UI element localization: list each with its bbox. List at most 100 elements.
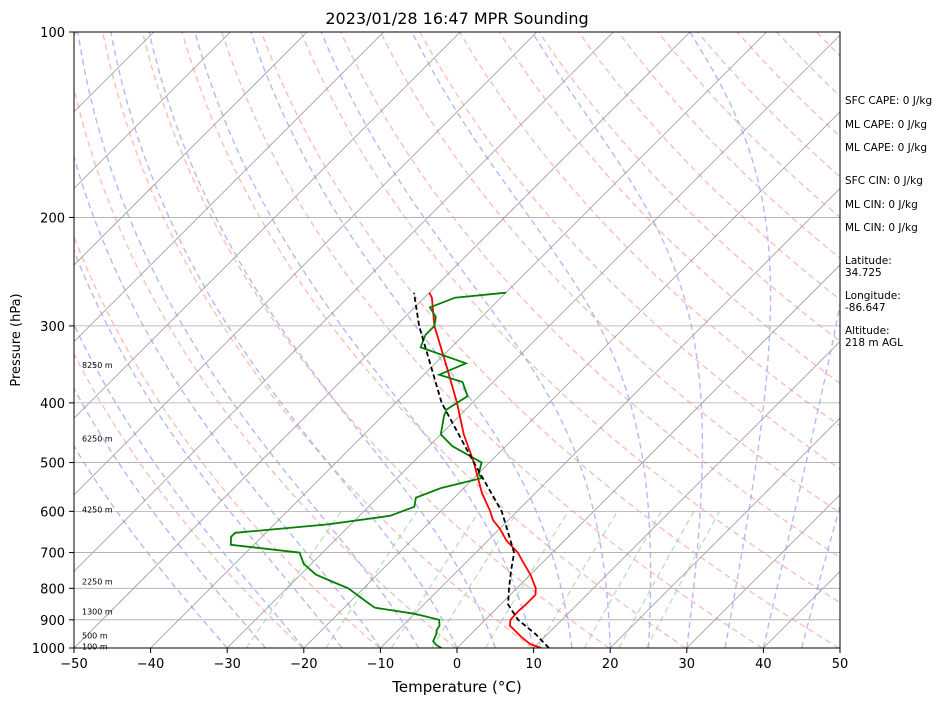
moist-adiabat <box>762 301 840 648</box>
x-axis-label: Temperature (°C) <box>391 678 521 696</box>
dry-adiabat <box>300 32 840 604</box>
x-tick-label: −10 <box>367 657 394 672</box>
isotherm-line <box>380 187 840 648</box>
mixing-ratio-line <box>645 510 721 648</box>
plot-frame <box>73 31 841 649</box>
altitude-label: 4250 m <box>82 506 113 515</box>
y-tick-label: 800 <box>40 582 65 597</box>
altitude-label: 100 m <box>82 643 108 652</box>
y-tick-label: 500 <box>40 457 65 472</box>
isotherm-line <box>74 32 538 496</box>
altitude-label: 1300 m <box>82 607 113 616</box>
temperature-profile-line <box>428 292 542 648</box>
info-line: SFC CAPE: 0 J/kg <box>845 95 932 107</box>
y-tick-label: 200 <box>40 211 65 226</box>
y-tick-label: 700 <box>40 547 65 562</box>
info-line: Longitude: <box>845 290 901 302</box>
info-line: ML CAPE: 0 J/kg <box>845 119 927 131</box>
moist-adiabat <box>74 444 228 648</box>
moist-adiabat <box>250 32 573 648</box>
info-line: ML CIN: 0 J/kg <box>845 222 918 234</box>
isotherm-line <box>74 32 461 419</box>
isotherm-line <box>456 264 840 648</box>
isotherm-line <box>74 32 384 343</box>
y-tick-label: 100 <box>40 26 65 41</box>
info-line: 34.725 <box>845 267 882 279</box>
data-series <box>229 291 550 648</box>
isotherm-line <box>303 111 840 648</box>
moist-adiabat <box>320 32 611 648</box>
altitude-label: 2250 m <box>82 578 113 587</box>
isotherm-line <box>609 417 840 648</box>
info-panel: SFC CAPE: 0 J/kg ML CAPE: 0 J/kg ML CAPE: … <box>845 95 932 349</box>
isotherm-line <box>686 494 840 648</box>
isotherm-line <box>226 34 840 648</box>
altitude-labels: 8250 m 6250 m 4250 m 2250 m 1300 m 500 m 100 m <box>82 361 113 652</box>
isotherm-line <box>150 32 767 648</box>
y-axis: 100 200 300 400 500 600 700 800 900 1000 <box>32 26 74 657</box>
dry-adiabat <box>221 32 763 648</box>
parcel-profile-line <box>413 292 550 648</box>
y-tick-label: 1000 <box>32 642 65 657</box>
dry-adiabat <box>74 85 457 648</box>
isotherm-line <box>533 341 840 648</box>
dry-adiabat <box>260 32 840 648</box>
x-tick-label: −20 <box>290 657 317 672</box>
x-tick-label: 50 <box>832 657 849 672</box>
x-tick-label: 0 <box>453 657 461 672</box>
dry-adiabat <box>141 32 610 648</box>
x-tick-label: 20 <box>602 657 619 672</box>
x-tick-label: 40 <box>755 657 772 672</box>
dry-adiabat <box>74 235 380 648</box>
moist-adiabat <box>801 504 840 648</box>
moist-adiabat <box>77 32 420 648</box>
x-tick-label: 30 <box>679 657 696 672</box>
x-tick-label: −40 <box>137 657 164 672</box>
mixing-ratio-line <box>583 510 663 648</box>
x-tick-label: 10 <box>525 657 542 672</box>
isotherm-line <box>74 32 231 189</box>
dewpoint-profile-line <box>229 291 506 648</box>
dry-adiabat <box>538 32 840 343</box>
isotherm-line <box>74 32 308 266</box>
moist-adiabat <box>74 154 381 648</box>
altitude-label: 6250 m <box>82 435 113 444</box>
isotherm-line <box>74 32 691 648</box>
altitude-label: 500 m <box>82 631 108 640</box>
moist-adiabat <box>689 32 772 648</box>
dry-adiabat <box>74 352 304 648</box>
info-line: SFC CIN: 0 J/kg <box>845 175 923 187</box>
y-tick-label: 600 <box>40 505 65 520</box>
moist-adiabat <box>531 32 704 648</box>
mixing-ratio-line <box>484 510 569 648</box>
info-line: -86.647 <box>845 302 886 314</box>
info-line: ML CAPE: 0 J/kg <box>845 142 927 154</box>
x-axis: −50 −40 −30 −20 −10 0 10 20 30 40 50 <box>60 648 848 672</box>
mixing-ratio-line <box>431 510 519 648</box>
mixing-ratio-line <box>536 510 618 648</box>
x-tick-label: −30 <box>213 657 240 672</box>
moist-adiabat <box>74 248 343 648</box>
moist-adiabat <box>148 32 496 648</box>
mixing-ratio-line <box>325 510 418 648</box>
y-tick-label: 400 <box>40 397 65 412</box>
x-tick-label: −50 <box>60 657 87 672</box>
moist-adiabat <box>110 32 458 648</box>
moist-adiabat <box>194 32 535 648</box>
info-line: 218 m AGL <box>845 337 903 349</box>
dry-adiabat <box>577 32 840 301</box>
moist-adiabat <box>411 32 652 648</box>
y-tick-label: 900 <box>40 614 65 629</box>
dry-adiabat <box>102 32 533 648</box>
info-line: Latitude: <box>845 255 892 267</box>
y-tick-label: 300 <box>40 320 65 335</box>
isotherm-line <box>74 32 614 572</box>
info-line: Altitude: <box>845 325 890 337</box>
y-axis-label: Pressure (hPa) <box>9 293 24 386</box>
moist-adiabat <box>74 387 267 648</box>
chart-title: 2023/01/28 16:47 MPR Sounding <box>325 9 588 28</box>
altitude-label: 8250 m <box>82 361 113 370</box>
info-line: ML CIN: 0 J/kg <box>845 199 918 211</box>
background-lines <box>74 32 840 648</box>
